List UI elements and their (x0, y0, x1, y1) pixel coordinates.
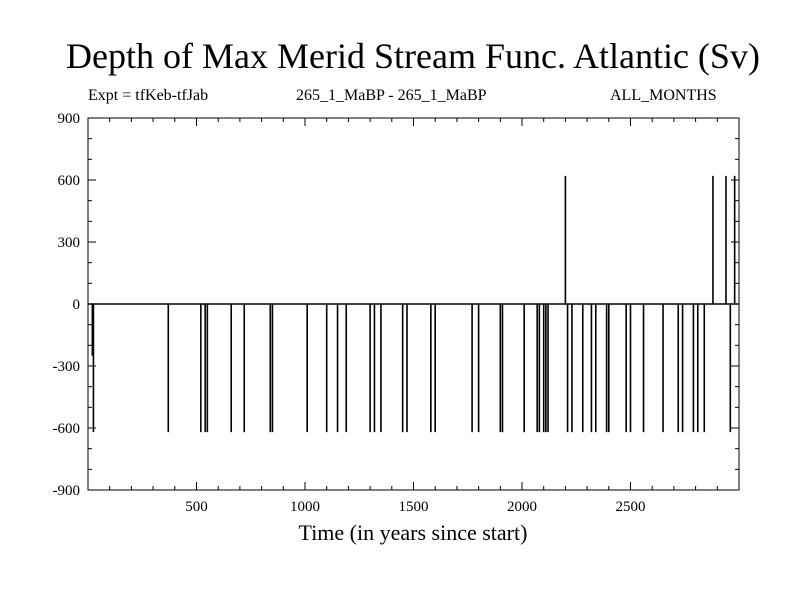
y-tick-label: -600 (53, 421, 81, 437)
y-tick-label: -900 (53, 483, 81, 499)
x-tick-label: 2000 (507, 499, 537, 515)
y-tick-label: 300 (58, 235, 81, 251)
x-axis-label: Time (in years since start) (298, 520, 528, 545)
y-tick-label: 0 (73, 297, 81, 313)
chart-title: Depth of Max Merid Stream Func. Atlantic… (66, 36, 760, 76)
months-label: ALL_MONTHS (610, 87, 717, 104)
x-tick-label: 500 (185, 499, 208, 515)
y-tick-label: 900 (58, 111, 81, 127)
x-tick-label: 1500 (399, 499, 429, 515)
experiment-label: Expt = tfKeb-tfJab (88, 87, 209, 104)
period-label: 265_1_MaBP - 265_1_MaBP (296, 87, 487, 104)
x-tick-label: 2500 (616, 499, 646, 515)
x-tick-label: 1000 (290, 499, 320, 515)
y-tick-label: 600 (58, 173, 81, 189)
y-tick-label: -300 (53, 359, 81, 375)
